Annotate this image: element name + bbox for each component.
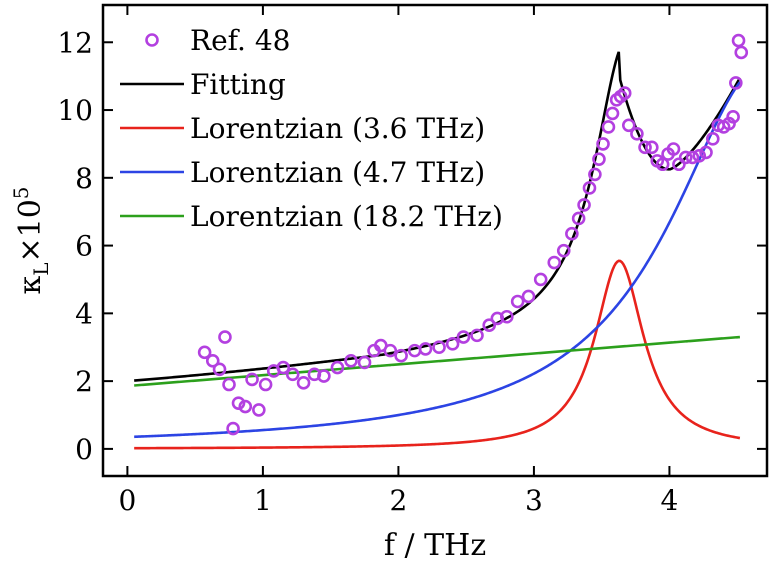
data-point-17 xyxy=(330,360,345,375)
data-point-42 xyxy=(588,167,602,182)
data-point-53 xyxy=(645,140,659,155)
y-axis-label-subscript: L xyxy=(29,263,53,276)
x-tick-label: 4 xyxy=(661,484,679,517)
data-point-68 xyxy=(729,76,743,90)
y-tick-label: 10 xyxy=(57,94,93,127)
data-point-59 xyxy=(678,150,693,165)
y-axis-label-multiplier: ×10 xyxy=(13,199,48,262)
data-point-60 xyxy=(685,150,700,165)
data-point-49 xyxy=(617,86,632,100)
data-point-70 xyxy=(734,45,749,60)
data-point-12 xyxy=(276,360,291,375)
y-tick-label: 12 xyxy=(57,26,93,59)
data-point-23 xyxy=(394,348,408,363)
data-point-0 xyxy=(197,345,212,360)
data-point-18 xyxy=(344,353,358,368)
data-point-4 xyxy=(222,377,236,392)
data-point-44 xyxy=(596,137,610,151)
y-axis-label-symbol: κ xyxy=(13,276,48,295)
data-point-8 xyxy=(245,372,259,387)
legend: Ref. 48 Fitting Lorentzian (3.6 THz) Lorent… xyxy=(120,24,503,233)
series-line-lorentzian-3-6-thz xyxy=(134,259,741,450)
data-point-45 xyxy=(601,120,616,134)
data-point-46 xyxy=(605,106,620,121)
data-point-34 xyxy=(521,289,536,304)
data-point-43 xyxy=(592,152,606,166)
data-point-57 xyxy=(666,142,681,156)
series-line-lorentzian-4-7-thz xyxy=(134,81,741,439)
legend-label-fitting: Fitting xyxy=(190,68,286,101)
data-point-58 xyxy=(672,157,686,172)
markers-layer xyxy=(197,33,749,436)
y-tick-label: 0 xyxy=(75,433,93,466)
data-point-51 xyxy=(630,126,644,141)
y-tick-label: 6 xyxy=(75,230,93,263)
y-tick-label: 4 xyxy=(75,297,93,330)
data-point-6 xyxy=(231,396,246,410)
data-point-14 xyxy=(296,376,311,390)
legend-label-lorentzian-4-7-thz: Lorentzian (4.7 THz) xyxy=(190,156,485,189)
data-point-40 xyxy=(577,198,591,212)
legend-label-lorentzian-3-6-thz: Lorentzian (3.6 THz) xyxy=(190,112,485,145)
data-point-29 xyxy=(470,328,484,343)
data-point-3 xyxy=(218,330,232,344)
legend-label-ref-48: Ref. 48 xyxy=(190,24,290,57)
data-point-28 xyxy=(456,330,471,344)
data-point-32 xyxy=(500,309,514,324)
series-line-lorentzian-18-2-thz xyxy=(134,335,741,387)
y-axis-label-exponent: 5 xyxy=(9,186,33,199)
data-point-19 xyxy=(357,355,372,370)
data-point-61 xyxy=(692,148,707,163)
data-point-55 xyxy=(655,157,670,172)
x-tick-label: 1 xyxy=(254,484,272,517)
data-point-27 xyxy=(445,337,460,351)
data-point-52 xyxy=(638,140,652,155)
y-axis-label: κL×105 xyxy=(9,186,53,294)
data-point-30 xyxy=(482,318,497,333)
data-point-37 xyxy=(556,243,571,258)
data-point-1 xyxy=(205,353,220,368)
legend-marker-ref-48 xyxy=(145,33,159,47)
data-point-63 xyxy=(705,132,720,146)
data-point-7 xyxy=(238,399,253,414)
data-point-39 xyxy=(571,211,586,226)
data-point-22 xyxy=(383,343,398,358)
x-tick-label: 3 xyxy=(525,484,543,517)
data-point-5 xyxy=(226,421,240,436)
data-point-50 xyxy=(621,118,636,133)
data-point-25 xyxy=(418,342,433,356)
data-point-41 xyxy=(582,181,597,195)
data-point-69 xyxy=(731,33,746,48)
y-tick-label: 2 xyxy=(75,365,93,398)
data-point-9 xyxy=(252,403,266,417)
data-point-10 xyxy=(258,377,273,392)
x-tick-label: 0 xyxy=(118,484,136,517)
data-point-36 xyxy=(547,255,562,270)
data-point-35 xyxy=(533,272,548,287)
data-point-62 xyxy=(699,145,713,160)
x-tick-label: 2 xyxy=(389,484,407,517)
data-point-38 xyxy=(565,226,579,241)
data-point-2 xyxy=(212,362,227,377)
data-point-26 xyxy=(432,340,446,355)
data-point-67 xyxy=(726,110,740,124)
data-point-33 xyxy=(510,294,525,309)
x-axis-label: f / THz xyxy=(384,528,486,563)
data-point-24 xyxy=(407,343,422,358)
data-point-13 xyxy=(285,367,300,382)
legend-label-lorentzian-18-2-thz: Lorentzian (18.2 THz) xyxy=(190,200,503,233)
plot-frame xyxy=(101,3,769,478)
data-point-16 xyxy=(317,369,331,383)
y-tick-label: 8 xyxy=(75,162,93,195)
